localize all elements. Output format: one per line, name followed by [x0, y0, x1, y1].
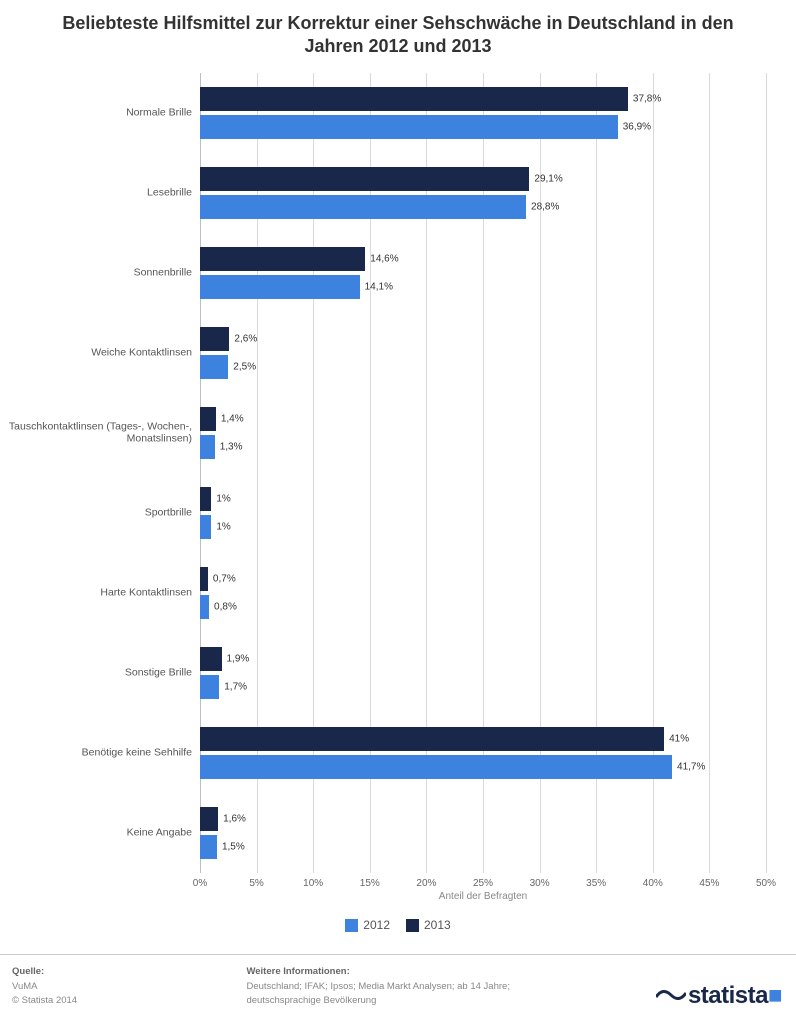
bar: 41%	[200, 727, 664, 751]
info-text: Deutschland; IFAK; Ipsos; Media Markt An…	[246, 980, 586, 1007]
x-tick: 40%	[643, 878, 663, 889]
legend-swatch	[345, 919, 358, 932]
bar-value: 1%	[211, 493, 230, 504]
bar: 0,8%	[200, 595, 209, 619]
bar: 0,7%	[200, 567, 208, 591]
category-group: Weiche Kontaktlinsen2,6%2,5%	[200, 313, 766, 393]
bar-value: 0,8%	[209, 601, 237, 612]
gridline	[766, 73, 767, 873]
bar-value: 14,1%	[360, 281, 393, 292]
x-tick: 20%	[416, 878, 436, 889]
bar: 1%	[200, 515, 211, 539]
category-label: Sonnenbrille	[5, 266, 200, 279]
x-tick: 0%	[193, 878, 207, 889]
category-label: Sonstige Brille	[5, 666, 200, 679]
bar: 1,6%	[200, 807, 218, 831]
bar-value: 41%	[664, 733, 689, 744]
bar: 1%	[200, 487, 211, 511]
footer-source: Quelle: VuMA © Statista 2014	[12, 965, 242, 1007]
bar-value: 1%	[211, 521, 230, 532]
bar-value: 1,9%	[222, 653, 250, 664]
bar: 36,9%	[200, 115, 618, 139]
x-axis-label: Anteil der Befragten	[439, 891, 527, 902]
category-label: Keine Angabe	[5, 826, 200, 839]
x-tick: 30%	[530, 878, 550, 889]
source-text: VuMA	[12, 980, 242, 993]
bar-value: 2,5%	[228, 361, 256, 372]
category-label: Normale Brille	[5, 106, 200, 119]
category-group: Sonnenbrille14,6%14,1%	[200, 233, 766, 313]
bar-value: 41,7%	[672, 761, 705, 772]
bar: 37,8%	[200, 87, 628, 111]
info-heading: Weitere Informationen:	[246, 965, 586, 978]
category-label: Benötige keine Sehhilfe	[5, 746, 200, 759]
bar: 1,5%	[200, 835, 217, 859]
legend-item: 2012	[345, 918, 390, 932]
bar: 28,8%	[200, 195, 526, 219]
legend-label: 2012	[363, 918, 390, 932]
legend: 2012 2013	[0, 918, 796, 937]
category-group: Harte Kontaktlinsen0,7%0,8%	[200, 553, 766, 633]
bar: 1,7%	[200, 675, 219, 699]
bar-value: 1,5%	[217, 841, 245, 852]
category-group: Keine Angabe1,6%1,5%	[200, 793, 766, 873]
x-tick: 15%	[360, 878, 380, 889]
x-tick: 25%	[473, 878, 493, 889]
chart-area: Normale Brille37,8%36,9%Lesebrille29,1%2…	[200, 73, 766, 903]
bar-value: 1,6%	[218, 813, 246, 824]
x-tick: 35%	[586, 878, 606, 889]
bar: 14,1%	[200, 275, 360, 299]
legend-item: 2013	[406, 918, 451, 932]
category-group: Lesebrille29,1%28,8%	[200, 153, 766, 233]
bar: 2,6%	[200, 327, 229, 351]
bar-value: 37,8%	[628, 93, 661, 104]
bar-value: 1,4%	[216, 413, 244, 424]
bar-value: 1,3%	[215, 441, 243, 452]
x-tick: 5%	[249, 878, 263, 889]
bar-value: 0,7%	[208, 573, 236, 584]
legend-swatch	[406, 919, 419, 932]
statista-logo: statista■	[656, 982, 782, 1010]
bar: 14,6%	[200, 247, 365, 271]
statista-wave-icon	[656, 982, 686, 998]
statista-dot-icon: ■	[768, 982, 782, 1009]
category-group: Sonstige Brille1,9%1,7%	[200, 633, 766, 713]
chart-title: Beliebteste Hilfsmittel zur Korrektur ei…	[0, 0, 796, 63]
footer: Quelle: VuMA © Statista 2014 Weitere Inf…	[0, 954, 796, 1024]
bar: 41,7%	[200, 755, 672, 779]
bar-value: 14,6%	[365, 253, 398, 264]
bar-value: 1,7%	[219, 681, 247, 692]
footer-info: Weitere Informationen: Deutschland; IFAK…	[246, 965, 586, 1007]
category-group: Benötige keine Sehhilfe41%41,7%	[200, 713, 766, 793]
category-group: Normale Brille37,8%36,9%	[200, 73, 766, 153]
category-group: Tauschkontaktlinsen (Tages-, Wochen-, Mo…	[200, 393, 766, 473]
bar: 1,4%	[200, 407, 216, 431]
statista-logo-text: statista	[688, 982, 768, 1009]
bar: 1,3%	[200, 435, 215, 459]
bar: 29,1%	[200, 167, 529, 191]
x-tick: 10%	[303, 878, 323, 889]
bar-value: 2,6%	[229, 333, 257, 344]
category-label: Sportbrille	[5, 506, 200, 519]
bar-value: 28,8%	[526, 201, 559, 212]
category-label: Harte Kontaktlinsen	[5, 586, 200, 599]
bar: 2,5%	[200, 355, 228, 379]
bar-value: 29,1%	[529, 173, 562, 184]
plot: Normale Brille37,8%36,9%Lesebrille29,1%2…	[200, 73, 766, 873]
category-label: Weiche Kontaktlinsen	[5, 346, 200, 359]
source-heading: Quelle:	[12, 965, 242, 978]
copyright: © Statista 2014	[12, 994, 242, 1007]
category-group: Sportbrille1%1%	[200, 473, 766, 553]
bar: 1,9%	[200, 647, 222, 671]
category-label: Lesebrille	[5, 186, 200, 199]
x-tick: 50%	[756, 878, 776, 889]
legend-label: 2013	[424, 918, 451, 932]
bar-value: 36,9%	[618, 121, 651, 132]
x-tick: 45%	[699, 878, 719, 889]
category-label: Tauschkontaktlinsen (Tages-, Wochen-, Mo…	[5, 420, 200, 445]
